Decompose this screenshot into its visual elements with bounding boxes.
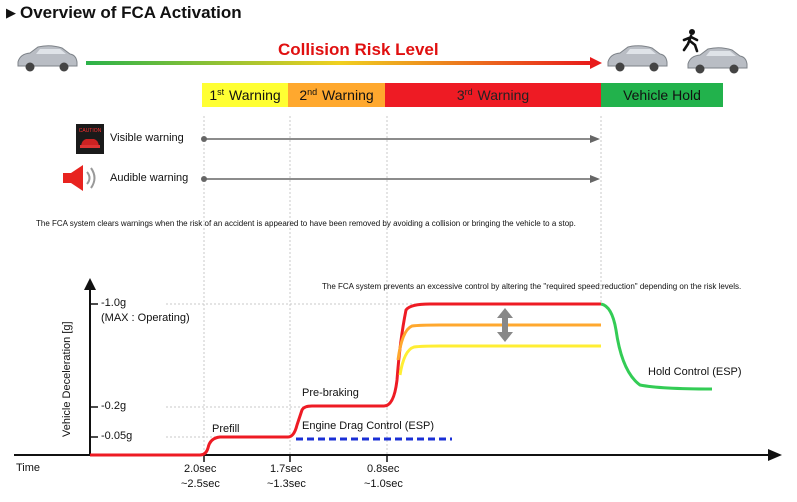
audible-warning-line xyxy=(201,175,600,183)
time-1-a: 2.0sec xyxy=(184,463,217,475)
car-icon-middle xyxy=(607,45,668,72)
play-triangle-icon: ▶ xyxy=(6,5,16,20)
time-axis-label: Time xyxy=(16,462,41,474)
y-ticks xyxy=(90,303,98,438)
clear-warnings-note: The FCA system clears warnings when the … xyxy=(36,219,576,228)
vehicle-hold-bar: Vehicle Hold xyxy=(601,83,723,107)
time-3-b: ~1.0sec xyxy=(364,478,403,490)
y-axis-arrow xyxy=(84,278,96,290)
y-axis-label: Vehicle Deceleration [g] xyxy=(61,321,73,437)
risk-arrow-head xyxy=(590,57,602,69)
audible-warning-label: Audible warning xyxy=(110,172,189,184)
x-ticks xyxy=(203,455,388,462)
svg-text:CAUTION: CAUTION xyxy=(79,128,102,134)
yellow-deceleration-curve xyxy=(398,344,601,376)
time-2-a: 1.7sec xyxy=(270,463,303,475)
prebraking-label: Pre-braking xyxy=(302,387,359,399)
page-title: ▶ Overview of FCA Activation xyxy=(6,3,242,23)
collision-risk-label: Collision Risk Level xyxy=(278,40,439,59)
car-icon-right xyxy=(687,47,748,74)
adjustment-double-arrow xyxy=(497,308,513,342)
time-2-b: ~1.3sec xyxy=(267,478,306,490)
tick-max-sub-label: (MAX : Operating) xyxy=(101,312,190,324)
time-1-b: ~2.5sec xyxy=(181,478,220,490)
tick-low-label: -0.05g xyxy=(101,430,133,442)
speaker-icon xyxy=(63,165,96,191)
visible-warning-label: Visible warning xyxy=(110,132,184,144)
excessive-control-note: The FCA system prevents an excessive con… xyxy=(322,282,742,291)
visible-warning-line xyxy=(201,135,600,143)
red-deceleration-curve xyxy=(90,302,601,457)
green-hold-curve xyxy=(600,302,713,391)
tick-mid-label: -0.2g xyxy=(101,400,127,412)
time-3-a: 0.8sec xyxy=(367,463,400,475)
hold-control-label: Hold Control (ESP) xyxy=(648,366,742,378)
caution-display-icon: CAUTION xyxy=(76,124,104,154)
car-icon-left xyxy=(17,45,78,72)
engine-drag-label: Engine Drag Control (ESP) xyxy=(302,420,435,432)
prefill-label: Prefill xyxy=(212,423,240,435)
tick-max-label: -1.0g xyxy=(101,297,127,309)
x-axis-arrow xyxy=(768,449,782,461)
pedestrian-icon xyxy=(682,29,699,53)
title-text: Overview of FCA Activation xyxy=(20,3,242,22)
phase-guides xyxy=(203,116,602,460)
orange-deceleration-curve xyxy=(396,323,601,361)
risk-gradient-line xyxy=(86,61,592,65)
